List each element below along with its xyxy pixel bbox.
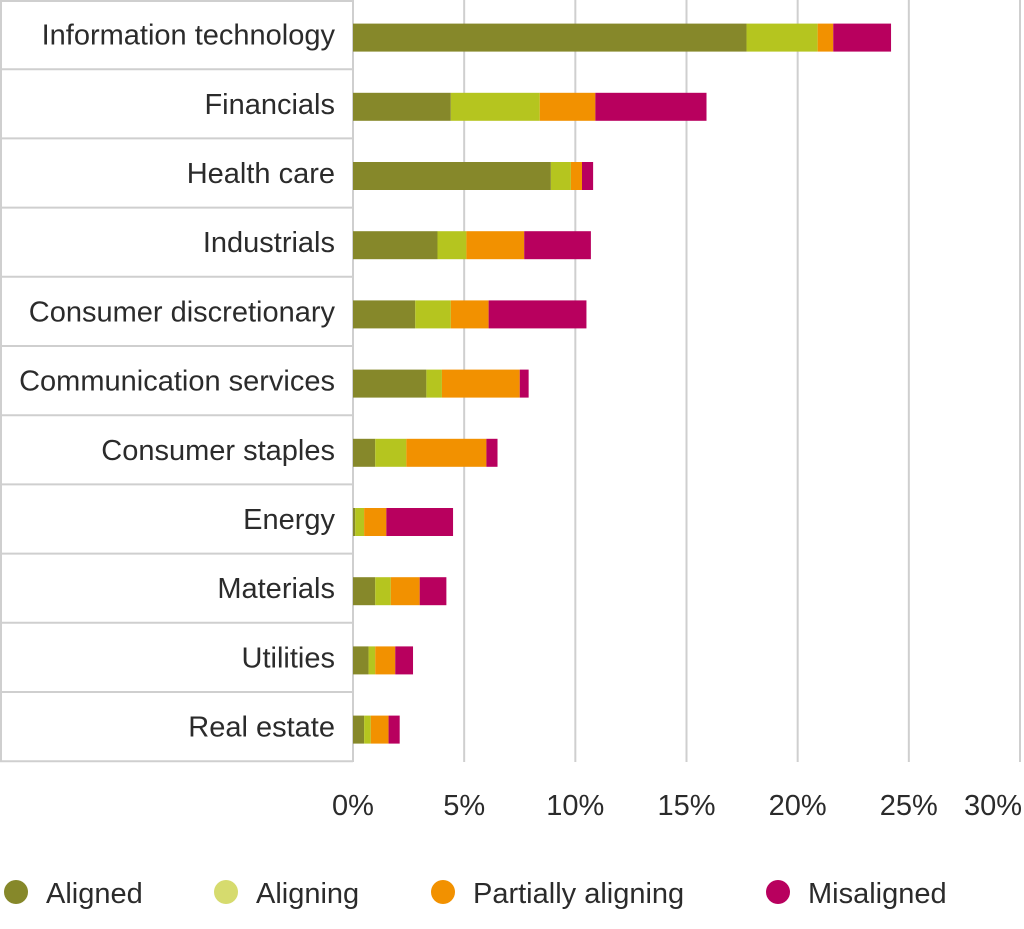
bar-real-estate-aligning — [364, 715, 371, 744]
bar-materials-aligned — [353, 577, 376, 606]
x-tick-label-2: 10% — [546, 790, 604, 822]
bar-energy-aligned — [353, 508, 356, 536]
bar-energy-partially-aligning — [364, 508, 387, 536]
legend-label-misaligned: Misaligned — [808, 878, 947, 910]
bar-utilities-aligning — [368, 646, 376, 675]
legend-label-partially-aligning: Partially aligning — [473, 878, 684, 910]
category-label-energy: Energy — [243, 504, 335, 536]
bar-real-estate-partially-aligning — [370, 715, 389, 744]
bar-health-care-aligning — [550, 162, 571, 190]
bar-health-care-misaligned — [582, 162, 594, 190]
bar-utilities-misaligned — [395, 646, 414, 675]
legend-label-aligning: Aligning — [256, 878, 359, 910]
category-label-information-technology: Information technology — [42, 20, 336, 52]
bar-energy-aligning — [355, 508, 365, 536]
bar-consumer-staples-misaligned — [486, 438, 498, 467]
bar-materials-aligning — [375, 577, 391, 606]
category-label-real-estate: Real estate — [188, 712, 335, 744]
category-label-communication-services: Communication services — [19, 366, 335, 398]
bar-industrials-aligned — [353, 231, 438, 260]
category-label-health-care: Health care — [187, 158, 335, 190]
bar-financials-partially-aligning — [539, 92, 596, 121]
category-label-industrials: Industrials — [203, 227, 335, 259]
bar-financials-misaligned — [595, 92, 707, 121]
bar-utilities-aligned — [353, 646, 369, 675]
x-tick-label-4: 20% — [769, 790, 827, 822]
category-label-materials: Materials — [217, 573, 335, 605]
bar-consumer-staples-aligned — [353, 438, 376, 467]
bar-information-technology-aligning — [746, 23, 818, 52]
bar-industrials-misaligned — [524, 231, 591, 260]
x-tick-label-0: 0% — [332, 790, 374, 822]
x-tick-label-5: 25% — [880, 790, 938, 822]
bar-information-technology-misaligned — [833, 23, 892, 52]
legend-marker-partially-aligning — [431, 880, 455, 904]
legend-marker-aligned — [4, 880, 28, 904]
bar-energy-misaligned — [386, 508, 454, 536]
bar-information-technology-aligned — [353, 23, 747, 52]
bar-communication-services-aligning — [426, 369, 442, 398]
bar-industrials-partially-aligning — [466, 231, 525, 260]
x-axis-ticks: 0% 5% 10% 15% 20% 25% 30% — [332, 790, 1022, 822]
bar-consumer-discretionary-partially-aligning — [450, 300, 489, 329]
bar-communication-services-partially-aligning — [441, 369, 520, 398]
legend-label-aligned: Aligned — [46, 878, 143, 910]
bar-health-care-partially-aligning — [570, 162, 583, 190]
category-label-financials: Financials — [204, 89, 335, 121]
bar-real-estate-misaligned — [388, 715, 400, 744]
category-label-table: Information technology Financials Health c… — [0, 0, 354, 763]
bars — [353, 23, 892, 744]
bar-real-estate-aligned — [353, 715, 365, 744]
bar-materials-partially-aligning — [390, 577, 420, 606]
bar-financials-aligning — [450, 92, 540, 121]
bar-consumer-discretionary-misaligned — [488, 300, 587, 329]
bar-consumer-discretionary-aligning — [415, 300, 451, 329]
bar-information-technology-partially-aligning — [817, 23, 834, 52]
bar-health-care-aligned — [353, 162, 551, 190]
bar-materials-misaligned — [419, 577, 447, 606]
category-label-consumer-discretionary: Consumer discretionary — [29, 296, 336, 328]
legend-marker-aligning — [214, 880, 238, 904]
bar-consumer-staples-aligning — [375, 438, 407, 467]
x-tick-label-1: 5% — [443, 790, 485, 822]
bar-consumer-staples-partially-aligning — [406, 438, 487, 467]
bar-utilities-partially-aligning — [375, 646, 396, 675]
bar-industrials-aligning — [437, 231, 467, 260]
grid-lines — [352, 0, 1021, 762]
bar-consumer-discretionary-aligned — [353, 300, 416, 329]
legend: Aligned Aligning Partially aligning Misalig… — [4, 878, 947, 910]
x-tick-label-6: 30% — [964, 790, 1022, 822]
category-label-utilities: Utilities — [242, 642, 335, 674]
x-tick-label-3: 15% — [657, 790, 715, 822]
bar-communication-services-misaligned — [519, 369, 529, 398]
bar-financials-aligned — [353, 92, 451, 121]
bar-communication-services-aligned — [353, 369, 427, 398]
category-label-consumer-staples: Consumer staples — [101, 435, 335, 467]
legend-marker-misaligned — [766, 880, 790, 904]
